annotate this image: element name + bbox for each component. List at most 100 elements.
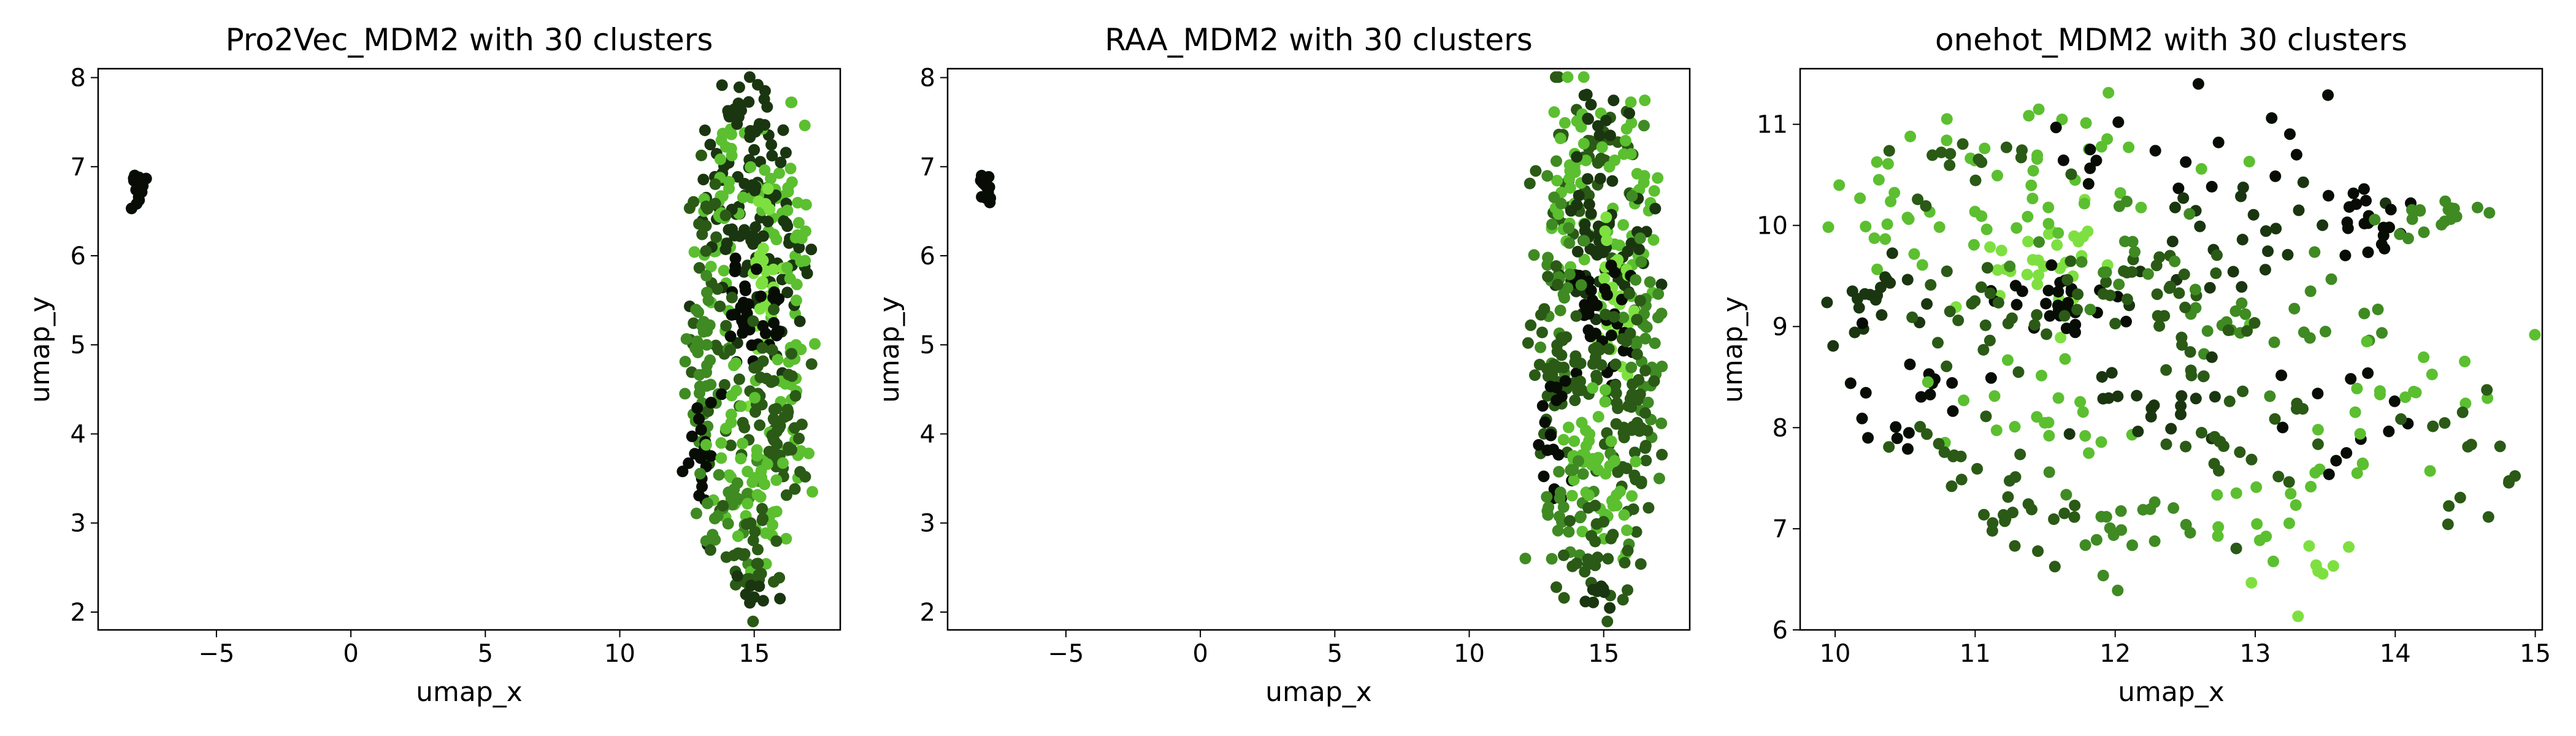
- data-point: [1599, 283, 1611, 295]
- data-point: [2198, 370, 2210, 382]
- data-point: [2032, 254, 2044, 266]
- data-point: [731, 477, 743, 489]
- data-point: [2000, 141, 2012, 153]
- subplot-onehot: onehot_MDM2 with 30 clusters 10 11 12 13 14 1…: [1717, 22, 2551, 708]
- data-point: [751, 489, 764, 501]
- data-point: [759, 164, 771, 176]
- data-point: [791, 278, 803, 291]
- data-point: [2025, 179, 2037, 191]
- data-point: [133, 194, 145, 206]
- x-tick-label: 0: [1192, 640, 1208, 668]
- data-point: [2114, 187, 2126, 199]
- data-point: [1569, 394, 1581, 407]
- data-point: [1538, 303, 1551, 315]
- data-point: [1947, 405, 1959, 417]
- data-point: [2323, 468, 2335, 480]
- data-point: [1541, 170, 1554, 182]
- data-point: [780, 489, 792, 501]
- data-point: [1945, 480, 1958, 493]
- data-point: [1906, 311, 1919, 323]
- data-point: [1635, 256, 1647, 268]
- data-point: [1580, 155, 1592, 167]
- data-point: [2285, 488, 2297, 500]
- data-point: [2322, 89, 2334, 101]
- data-point: [2304, 332, 2316, 344]
- data-point: [2009, 540, 2021, 552]
- data-point: [734, 230, 746, 242]
- data-point: [1594, 172, 1606, 185]
- data-point: [1562, 71, 1574, 83]
- data-point: [751, 263, 762, 275]
- data-point: [718, 264, 730, 277]
- data-point: [726, 291, 738, 304]
- data-point: [2118, 265, 2130, 277]
- data-point: [744, 597, 756, 609]
- data-point: [741, 488, 753, 500]
- data-point: [2095, 436, 2107, 448]
- data-point: [2121, 196, 2133, 207]
- data-point: [1821, 296, 1833, 309]
- data-point: [2304, 285, 2317, 297]
- data-point: [2317, 219, 2329, 231]
- data-point: [1933, 438, 1945, 450]
- data-point: [770, 326, 783, 339]
- y-axis-label: umap_y: [1717, 296, 1749, 403]
- data-point: [1639, 94, 1651, 107]
- data-point: [725, 416, 737, 429]
- data-point: [2043, 466, 2055, 478]
- data-point: [1610, 387, 1622, 399]
- data-point: [2031, 278, 2044, 291]
- data-point: [2056, 113, 2068, 126]
- data-point: [725, 142, 737, 155]
- data-point: [1564, 182, 1576, 194]
- data-point: [2343, 541, 2355, 553]
- data-point: [2204, 282, 2216, 294]
- data-point: [1541, 259, 1554, 271]
- data-point: [1871, 263, 1884, 275]
- data-point: [1922, 376, 1934, 388]
- data-point: [759, 478, 770, 491]
- data-point: [781, 286, 794, 299]
- data-point: [2163, 282, 2175, 294]
- data-point: [1617, 312, 1630, 324]
- data-point: [768, 286, 780, 298]
- data-point: [1552, 278, 1564, 291]
- data-point: [1655, 278, 1668, 291]
- data-point: [778, 411, 791, 423]
- data-point: [1633, 243, 1645, 255]
- data-point: [716, 79, 728, 91]
- data-point: [2445, 213, 2457, 225]
- data-point: [694, 467, 707, 480]
- data-point: [1616, 333, 1628, 345]
- data-point: [1971, 462, 1984, 475]
- scatter-points: [126, 71, 821, 627]
- data-point: [2229, 305, 2242, 317]
- data-point: [751, 360, 764, 372]
- data-point: [702, 294, 715, 307]
- data-point: [2194, 220, 2206, 232]
- data-point: [705, 378, 717, 391]
- data-point: [2454, 491, 2466, 504]
- data-point: [1630, 274, 1642, 286]
- data-point: [2168, 502, 2180, 514]
- data-point: [2051, 239, 2063, 251]
- data-point: [1901, 212, 1914, 224]
- data-point: [1827, 340, 1839, 352]
- data-point: [2153, 320, 2166, 332]
- data-point: [2074, 396, 2087, 408]
- data-point: [2375, 238, 2388, 250]
- data-point: [1639, 364, 1652, 377]
- data-point: [1519, 553, 1531, 565]
- data-point: [2253, 534, 2266, 546]
- data-point: [2175, 331, 2188, 343]
- data-point: [1573, 190, 1585, 202]
- data-point: [2399, 391, 2412, 404]
- data-point: [781, 204, 794, 217]
- data-point: [702, 202, 714, 215]
- data-point: [1600, 115, 1612, 126]
- data-point: [2297, 176, 2309, 188]
- data-point: [1655, 417, 1668, 429]
- data-point: [1590, 369, 1603, 381]
- data-point: [1557, 434, 1570, 446]
- data-point: [2129, 246, 2141, 258]
